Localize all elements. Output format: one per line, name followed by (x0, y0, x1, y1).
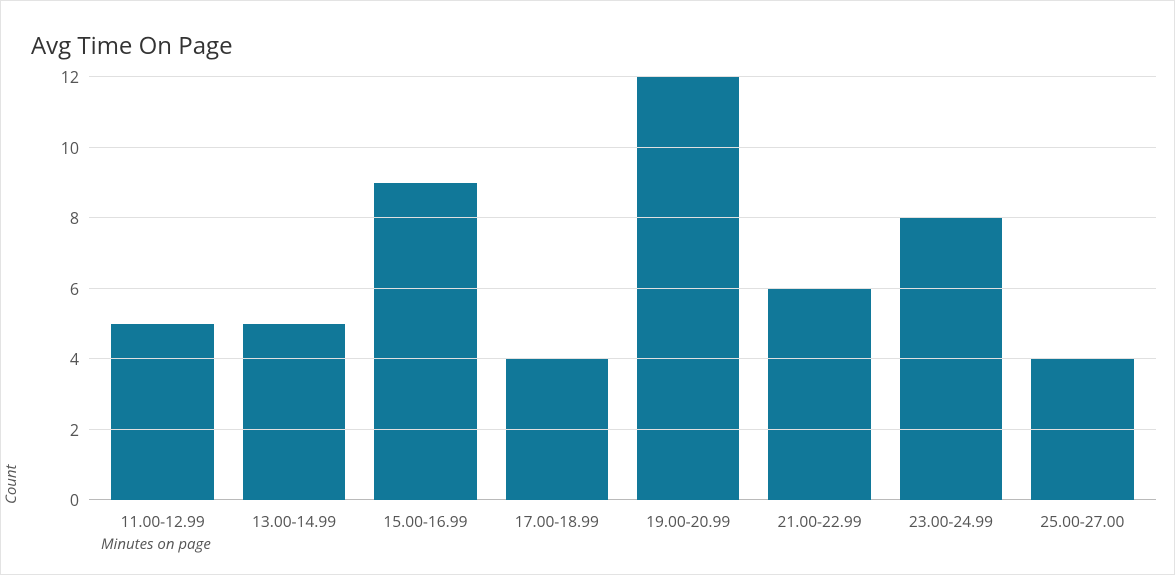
gridline (89, 429, 1156, 430)
bar-slot: 15.00-16.99 (360, 77, 491, 500)
bar-slot: 13.00-14.99 (228, 77, 359, 500)
x-tick-label: 15.00-16.99 (383, 500, 467, 532)
y-axis-label: Count (1, 465, 21, 505)
y-tick-label: 12 (61, 66, 89, 88)
gridline (89, 217, 1156, 218)
x-axis-label: Minutes on page (101, 534, 211, 554)
bar (637, 77, 739, 500)
y-tick-label: 0 (70, 489, 89, 511)
gridline (89, 147, 1156, 148)
x-tick-label: 23.00-24.99 (909, 500, 993, 532)
y-tick-label: 10 (61, 137, 89, 159)
y-tick-label: 4 (70, 348, 89, 370)
bar-slot: 19.00-20.99 (623, 77, 754, 500)
bar-slot: 17.00-18.99 (491, 77, 622, 500)
bars-group: 11.00-12.9913.00-14.9915.00-16.9917.00-1… (89, 77, 1156, 500)
bar (374, 183, 476, 500)
gridline (89, 358, 1156, 359)
bar-slot: 23.00-24.99 (885, 77, 1016, 500)
y-tick-label: 2 (70, 419, 89, 441)
x-tick-label: 17.00-18.99 (515, 500, 599, 532)
bar (111, 324, 213, 500)
gridline (89, 288, 1156, 289)
x-tick-label: 25.00-27.00 (1040, 500, 1124, 532)
gridline (89, 76, 1156, 77)
chart-title: Avg Time On Page (31, 29, 233, 62)
bar-slot: 11.00-12.99 (97, 77, 228, 500)
x-tick-label: 11.00-12.99 (121, 500, 205, 532)
y-tick-label: 8 (70, 207, 89, 229)
x-tick-label: 21.00-22.99 (778, 500, 862, 532)
x-tick-label: 13.00-14.99 (252, 500, 336, 532)
plot-container: Count Minutes on page 11.00-12.9913.00-1… (31, 77, 1156, 552)
bar (243, 324, 345, 500)
bar-slot: 21.00-22.99 (754, 77, 885, 500)
chart-card: Avg Time On Page Count Minutes on page 1… (0, 0, 1175, 575)
bar (768, 289, 870, 501)
x-tick-label: 19.00-20.99 (646, 500, 730, 532)
bar-slot: 25.00-27.00 (1017, 77, 1148, 500)
plot-area: 11.00-12.9913.00-14.9915.00-16.9917.00-1… (89, 77, 1156, 500)
y-tick-label: 6 (70, 278, 89, 300)
